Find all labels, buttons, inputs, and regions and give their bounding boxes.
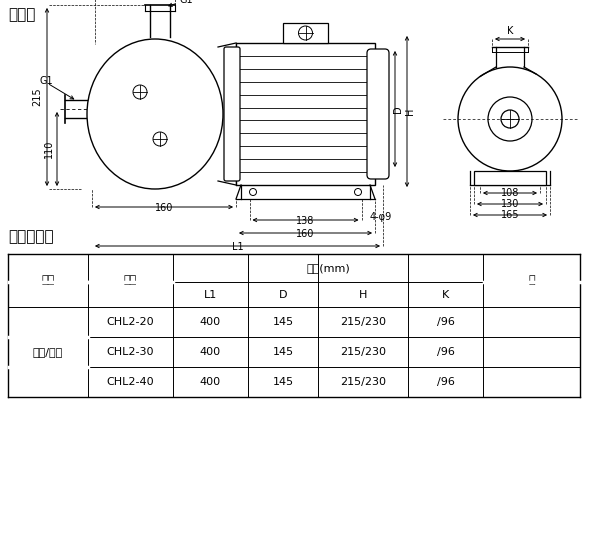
Text: K: K <box>507 26 513 36</box>
Text: 145: 145 <box>272 347 294 357</box>
Text: G1: G1 <box>180 0 194 5</box>
Text: 重: 重 <box>528 276 535 286</box>
Text: 4-φ9: 4-φ9 <box>369 212 392 222</box>
Text: 110: 110 <box>44 140 54 158</box>
Bar <box>236 43 375 185</box>
Text: 215/230: 215/230 <box>340 377 386 387</box>
Text: 215/230: 215/230 <box>340 347 386 357</box>
Text: /96: /96 <box>436 377 454 387</box>
Text: 160: 160 <box>296 229 315 239</box>
Text: 400: 400 <box>200 317 221 327</box>
Text: G1: G1 <box>39 76 53 86</box>
Text: 电机: 电机 <box>42 276 55 286</box>
Text: 400: 400 <box>200 347 221 357</box>
FancyBboxPatch shape <box>283 23 328 43</box>
Text: /96: /96 <box>436 317 454 327</box>
Text: 型号: 型号 <box>124 276 137 286</box>
Text: H: H <box>405 108 415 115</box>
Text: 尺寸(mm): 尺寸(mm) <box>306 263 350 273</box>
Bar <box>474 171 546 185</box>
FancyBboxPatch shape <box>367 49 389 179</box>
Text: K: K <box>442 289 449 300</box>
Text: 三相/单相: 三相/单相 <box>33 347 63 357</box>
Text: 130: 130 <box>501 199 519 209</box>
FancyBboxPatch shape <box>224 47 240 181</box>
Text: 安装图: 安装图 <box>8 7 36 22</box>
Text: 108: 108 <box>501 188 519 198</box>
Text: 215: 215 <box>32 88 42 106</box>
Text: 145: 145 <box>272 317 294 327</box>
Text: CHL2-20: CHL2-20 <box>107 317 154 327</box>
Text: 138: 138 <box>296 216 315 226</box>
Text: H: H <box>359 289 367 300</box>
Text: 215/230: 215/230 <box>340 317 386 327</box>
Text: 145: 145 <box>272 377 294 387</box>
Ellipse shape <box>87 39 223 189</box>
Text: CHL2-30: CHL2-30 <box>107 347 154 357</box>
Text: D: D <box>279 289 287 300</box>
Text: CHL2-40: CHL2-40 <box>107 377 154 387</box>
Text: L1: L1 <box>204 289 217 300</box>
Text: L1: L1 <box>232 242 243 252</box>
Text: 165: 165 <box>500 210 519 220</box>
Text: /96: /96 <box>436 347 454 357</box>
Text: 160: 160 <box>155 203 173 213</box>
Text: D: D <box>393 105 403 113</box>
Text: 400: 400 <box>200 377 221 387</box>
Text: 尺寸和重量: 尺寸和重量 <box>8 229 53 244</box>
